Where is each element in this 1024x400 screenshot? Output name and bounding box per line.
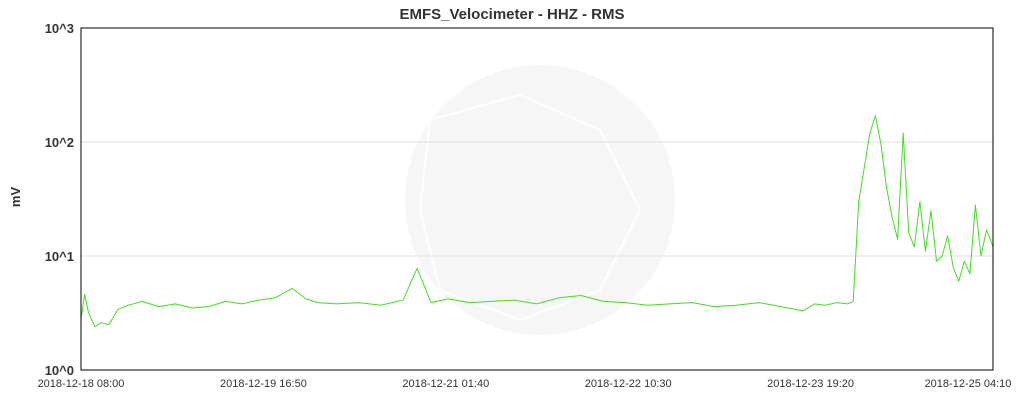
watermark-outline	[418, 93, 642, 322]
y-axis: 10^0 10^1 10^2 10^3	[45, 21, 74, 378]
x-tick-label: 2018-12-19 16:50	[220, 378, 307, 390]
x-tick-label: 2018-12-21 01:40	[402, 378, 489, 390]
y-axis-label: mV	[8, 187, 23, 208]
x-tick-label: 2018-12-25 04:10	[925, 378, 1012, 390]
plot-frame	[80, 27, 994, 371]
watermark-disc	[405, 65, 675, 335]
y-tick-label: 10^1	[45, 249, 74, 264]
x-axis: 2018-12-18 08:00 2018-12-19 16:50 2018-12-…	[38, 378, 1012, 390]
series-layer	[80, 115, 994, 328]
y-tick-label: 10^0	[45, 363, 74, 378]
x-tick-label: 2018-12-22 10:30	[585, 378, 672, 390]
watermark-globe-icon	[405, 65, 675, 335]
x-tick-label: 2018-12-18 08:00	[38, 378, 125, 390]
chart-title: EMFS_Velocimeter - HHZ - RMS	[399, 6, 624, 23]
x-tick-label: 2018-12-23 19:20	[767, 378, 854, 390]
y-tick-label: 10^2	[45, 135, 74, 150]
series-line	[80, 115, 994, 328]
y-tick-label: 10^3	[45, 21, 74, 36]
grid-lines	[81, 141, 993, 257]
